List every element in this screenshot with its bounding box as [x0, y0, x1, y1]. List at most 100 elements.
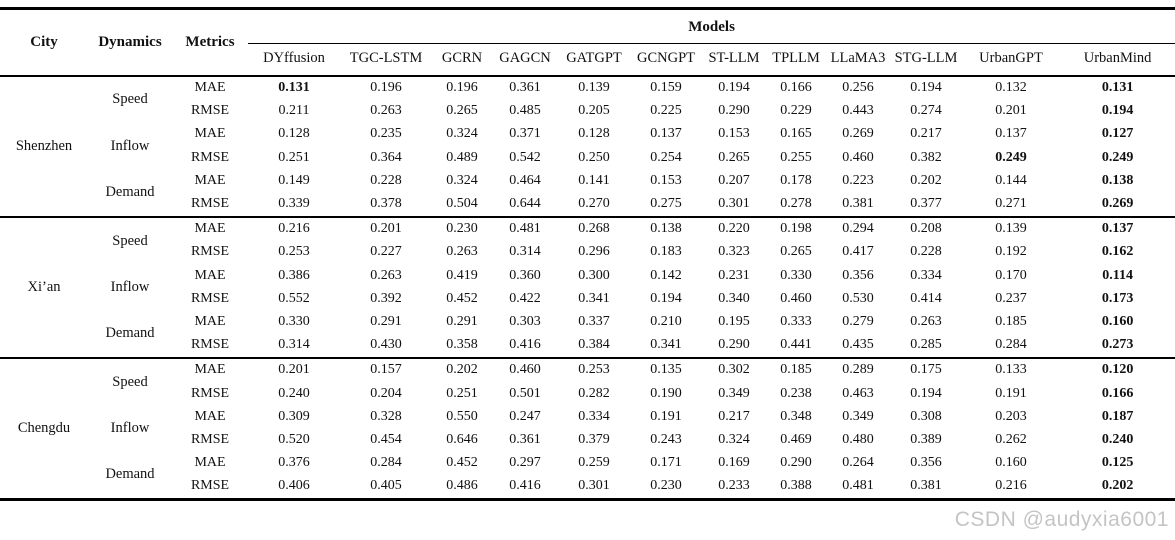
value-cell: 0.203: [995, 408, 1027, 424]
results-table: City Dynamics Metrics Models DYffusion TG…: [0, 7, 1175, 501]
value-cell: 0.217: [910, 126, 942, 142]
value-cell: 0.264: [842, 455, 874, 471]
metric-cell: RMSE: [190, 196, 230, 212]
value-cell: 0.255: [780, 149, 812, 165]
value-cell: 0.249: [1101, 149, 1134, 165]
value-cell: 0.170: [995, 267, 1027, 283]
value-cell: 0.416: [509, 478, 541, 494]
value-cell: 0.301: [578, 478, 610, 494]
value-cell: 0.324: [718, 431, 750, 447]
model-col-header: TPLLM: [766, 43, 826, 77]
value-cell: 0.381: [910, 478, 942, 494]
value-cell: 0.196: [370, 80, 402, 96]
value-cell: 0.202: [910, 172, 942, 188]
value-cell: 0.173: [1101, 290, 1134, 306]
value-cell: 0.388: [780, 478, 812, 494]
table-row: Xi’an Speed MAE 0.216 0.201 0.230 0.481 0.268 0.…: [0, 215, 1175, 358]
value-cell: 0.194: [910, 385, 942, 401]
value-cell: 0.153: [650, 172, 682, 188]
value-cell: 0.251: [278, 149, 310, 165]
value-cell: 0.262: [995, 431, 1027, 447]
value-cell: 0.131: [1101, 80, 1134, 96]
value-cell: 0.378: [370, 196, 402, 212]
table-row: Demand MAE 0.330 0.291 0.291 0.303 0.337 0.210 0…: [0, 310, 1175, 340]
value-cell: 0.289: [826, 356, 890, 382]
dynamics-cell: Demand: [105, 184, 155, 201]
value-cell: 0.303: [509, 313, 541, 329]
value-cell: 0.131: [278, 80, 310, 96]
dynamics-cell: Speed: [88, 215, 172, 264]
value-cell: 0.330: [780, 267, 812, 283]
value-cell: 0.296: [578, 244, 610, 260]
value-cell: 0.340: [718, 290, 750, 306]
model-col-header: TGC-LSTM: [340, 43, 432, 77]
value-cell: 0.185: [766, 356, 826, 382]
metric-cell: MAE: [172, 356, 248, 382]
value-cell: 0.208: [890, 215, 962, 241]
table-row: RMSE 0.339 0.378 0.504 0.644 0.270 0.275 0.301 0…: [0, 192, 1175, 216]
value-cell: 0.405: [370, 478, 402, 494]
results-table-container: City Dynamics Metrics Models DYffusion TG…: [0, 7, 1175, 501]
metric-cell: MAE: [194, 126, 226, 142]
value-cell: 0.290: [718, 103, 750, 119]
table-row: RMSE 0.520 0.454 0.646 0.361 0.379 0.243 0.324 0…: [0, 428, 1175, 451]
value-cell: 0.157: [340, 356, 432, 382]
value-cell: 0.323: [718, 244, 750, 260]
value-cell: 0.178: [780, 172, 812, 188]
col-header-city: City: [0, 8, 88, 77]
value-cell: 0.201: [995, 103, 1027, 119]
value-cell: 0.333: [780, 313, 812, 329]
metric-cell: RMSE: [190, 103, 230, 119]
value-cell: 0.243: [650, 431, 682, 447]
value-cell: 0.284: [995, 337, 1027, 353]
value-cell: 0.379: [578, 431, 610, 447]
value-cell: 0.114: [1102, 267, 1133, 283]
value-cell: 0.469: [780, 431, 812, 447]
value-cell: 0.237: [995, 290, 1027, 306]
value-cell: 0.171: [650, 455, 682, 471]
table-body: Shenzhen Speed MAE 0.131 0.196 0.196 0.361 0.13…: [0, 76, 1175, 500]
value-cell: 0.153: [718, 126, 750, 142]
value-cell: 0.125: [1101, 455, 1134, 471]
value-cell: 0.194: [1101, 103, 1134, 119]
value-cell: 0.159: [650, 80, 682, 96]
value-cell: 0.314: [509, 244, 541, 260]
metric-cell: MAE: [194, 455, 226, 471]
value-cell: 0.504: [446, 196, 478, 212]
table-header: City Dynamics Metrics Models DYffusion TG…: [0, 8, 1175, 77]
value-cell: 0.138: [630, 215, 702, 241]
value-cell: 0.278: [780, 196, 812, 212]
value-cell: 0.460: [780, 290, 812, 306]
value-cell: 0.341: [650, 337, 682, 353]
value-cell: 0.349: [718, 385, 750, 401]
value-cell: 0.430: [370, 337, 402, 353]
dynamics-cell: Inflow: [110, 137, 150, 154]
model-col-header: STG-LLM: [890, 43, 962, 77]
value-cell: 0.231: [718, 267, 750, 283]
value-cell: 0.229: [780, 103, 812, 119]
value-cell: 0.358: [446, 337, 478, 353]
dynamics-cell: Demand: [105, 325, 155, 342]
value-cell: 0.371: [509, 126, 541, 142]
metric-cell: RMSE: [190, 478, 230, 494]
metric-cell: MAE: [172, 215, 248, 241]
value-cell: 0.201: [340, 215, 432, 241]
metric-cell: MAE: [194, 267, 226, 283]
value-cell: 0.422: [509, 290, 541, 306]
value-cell: 0.165: [780, 126, 812, 142]
value-cell: 0.376: [278, 455, 310, 471]
metric-cell: MAE: [194, 408, 226, 424]
value-cell: 0.308: [910, 408, 942, 424]
value-cell: 0.290: [718, 337, 750, 353]
value-cell: 0.452: [446, 290, 478, 306]
value-cell: 0.282: [578, 385, 610, 401]
value-cell: 0.254: [650, 149, 682, 165]
model-col-header: GATGPT: [558, 43, 630, 77]
value-cell: 0.194: [718, 80, 750, 96]
table-row: Demand MAE 0.376 0.284 0.452 0.297 0.259 0.171 0…: [0, 452, 1175, 482]
value-cell: 0.223: [842, 172, 874, 188]
value-cell: 0.250: [578, 149, 610, 165]
metric-cell: RMSE: [190, 290, 230, 306]
value-cell: 0.334: [910, 267, 942, 283]
value-cell: 0.356: [910, 455, 942, 471]
